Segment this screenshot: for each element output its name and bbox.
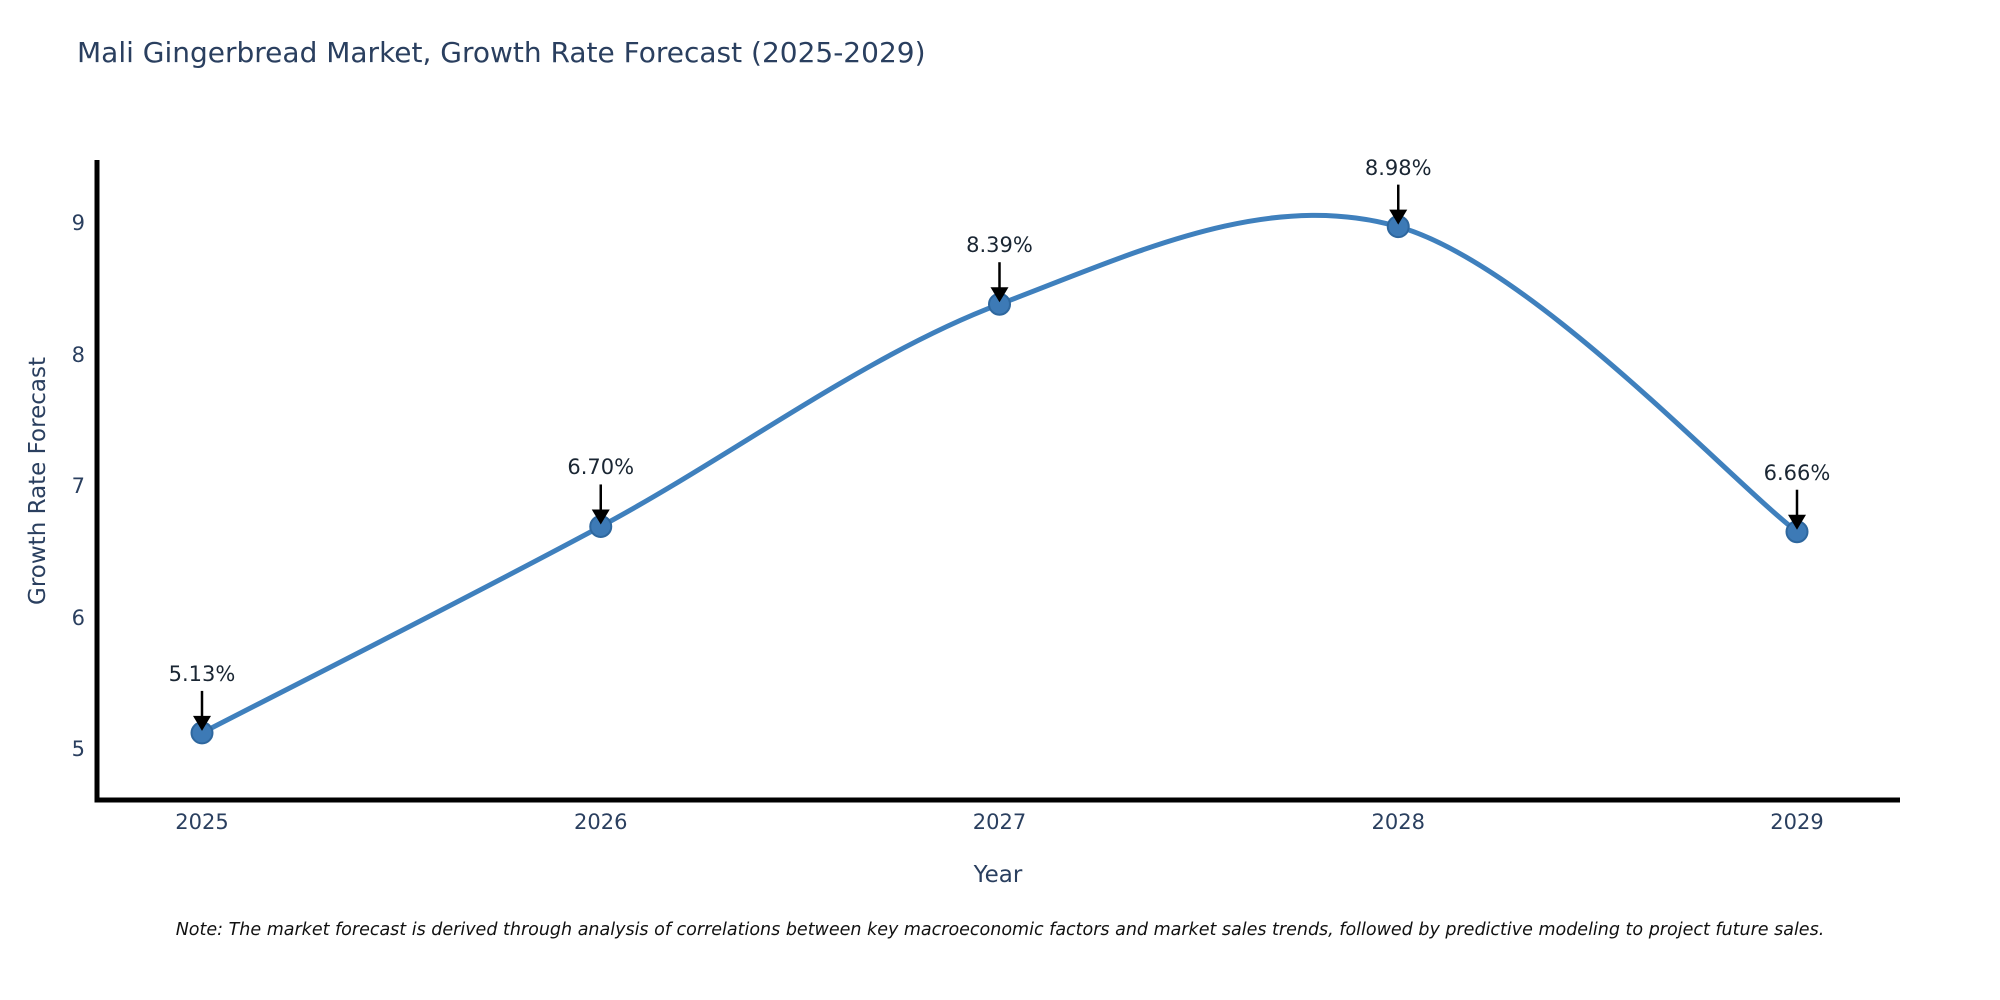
y-tick-label: 5 bbox=[71, 737, 85, 761]
point-annotation-label: 8.39% bbox=[966, 233, 1033, 258]
x-tick-label: 2027 bbox=[972, 810, 1027, 834]
annotation-arrowhead-icon bbox=[1788, 514, 1806, 530]
y-tick-label: 9 bbox=[71, 211, 85, 235]
chart-title: Mali Gingerbread Market, Growth Rate For… bbox=[77, 36, 926, 69]
y-tick-label: 8 bbox=[71, 342, 85, 367]
annotation-arrowhead-icon bbox=[193, 715, 211, 731]
annotation-arrowhead-icon bbox=[1389, 209, 1408, 225]
point-annotation-label: 8.98% bbox=[1364, 155, 1432, 180]
point-annotation-label: 5.13% bbox=[168, 661, 236, 686]
x-tick-label: 2029 bbox=[1770, 810, 1824, 834]
point-annotation-label: 6.70% bbox=[567, 455, 635, 480]
axis-spines bbox=[94, 160, 1900, 803]
x-tick-label: 2025 bbox=[175, 810, 229, 834]
x-tick-label: 2028 bbox=[1371, 810, 1425, 834]
y-tick-label: 7 bbox=[71, 474, 85, 498]
x-axis-title: Year bbox=[973, 862, 1023, 888]
y-tick-label: 6 bbox=[71, 605, 85, 630]
annotation-arrowhead-icon bbox=[591, 509, 610, 525]
x-tick-label: 2026 bbox=[574, 810, 628, 834]
chart-footnote: Note: The market forecast is derived thr… bbox=[175, 920, 1825, 940]
point-annotation-label: 6.66% bbox=[1763, 460, 1831, 485]
annotation-arrowhead-icon bbox=[990, 287, 1009, 303]
